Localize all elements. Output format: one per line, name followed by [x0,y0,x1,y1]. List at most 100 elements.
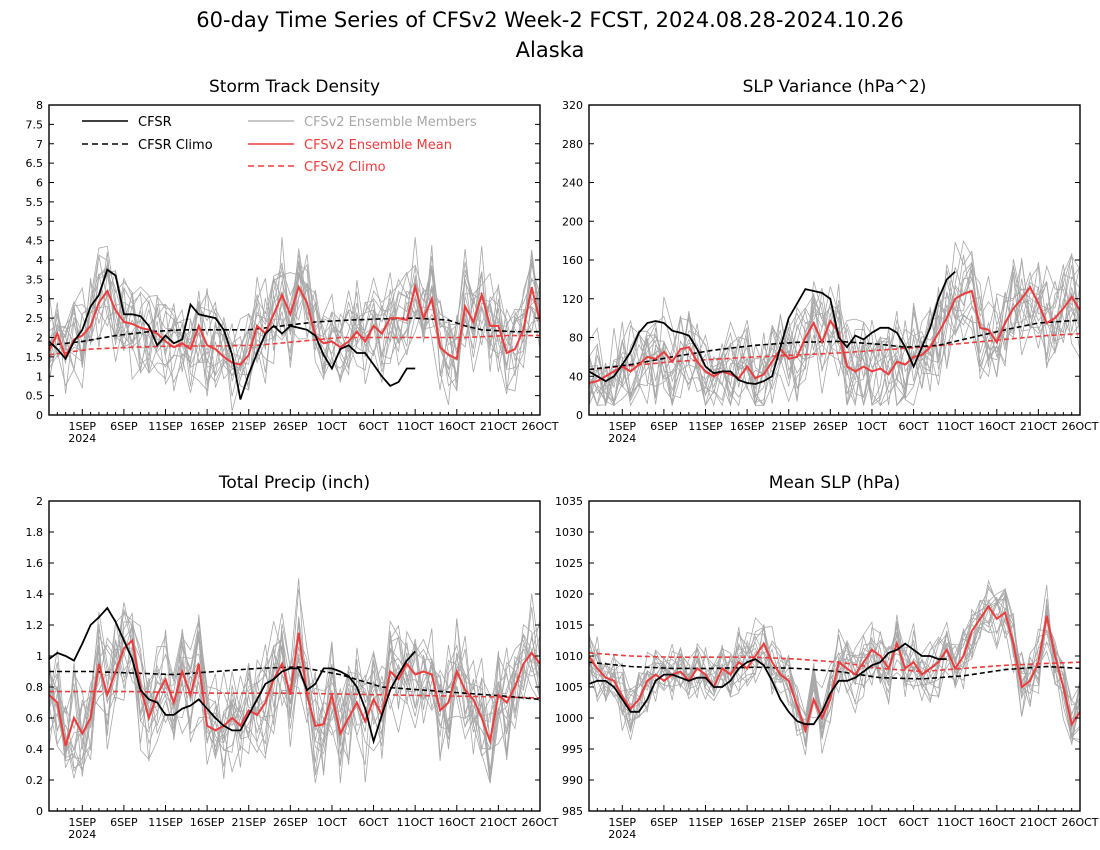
y-tick-label: 7 [36,138,43,151]
y-tick-label: 1 [36,370,43,383]
y-tick-label: 995 [562,743,583,756]
y-tick-label: 1015 [555,619,583,632]
x-tick-label: 1OCT [317,420,347,433]
ensemble-member-line [589,598,1080,747]
x-tick-label: 6OCT [899,420,929,433]
plot-area [49,237,540,412]
x-tick-label: 26OCT [521,420,558,433]
cfsr-line [49,606,416,745]
ensemble-member-line [49,633,540,777]
x-tick-label: 21SEP [231,816,266,829]
ensemble-member-line [49,593,540,757]
y-tick-label: 1.8 [26,526,44,539]
x-tick-label: 11SEP [148,420,183,433]
x-tick-label: 26OCT [1061,420,1098,433]
y-tick-label: 1025 [555,557,583,570]
y-tick-label: 1.4 [26,588,44,601]
y-tick-label: 0.8 [26,681,44,694]
y-tick-label: 5.5 [26,196,44,209]
x-tick-label: 21OCT [480,816,517,829]
cfsv2-climo-line [49,334,540,356]
y-tick-label: 6.5 [26,157,44,170]
x-year-label: 2024 [608,828,636,841]
x-tick-label: 16SEP [190,420,225,433]
ensemble-member-line [589,276,1080,407]
y-tick-label: 280 [562,138,583,151]
x-tick-label: 1OCT [857,816,887,829]
y-tick-label: 1.5 [26,351,44,364]
legend-members-label: CFSv2 Ensemble Members [304,115,477,130]
legend: CFSR CFSR Climo CFSv2 Ensemble Members C… [82,115,477,175]
ensemble-member-line [49,248,540,397]
y-tick-label: 2 [36,332,43,345]
y-tick-label: 3 [36,293,43,306]
x-tick-label: 26OCT [521,816,558,829]
x-tick-label: 16SEP [730,816,765,829]
y-tick-label: 0.2 [26,774,44,787]
y-tick-label: 0 [36,805,43,818]
x-tick-label: 1SEP [68,420,96,433]
ensemble-member-line [589,240,1080,407]
y-tick-label: 8 [36,99,43,112]
x-tick-label: 11OCT [397,816,434,829]
legend-ens-mean-label: CFSv2 Ensemble Mean [304,138,452,153]
y-tick-label: 6 [36,177,43,190]
ensemble-mean-line [589,285,1080,384]
x-tick-label: 11OCT [397,420,434,433]
panel-title: Storm Track Density [209,77,380,97]
panel-title: SLP Variance (hPa^2) [743,77,927,97]
y-tick-label: 320 [562,99,583,112]
x-tick-label: 21OCT [480,420,517,433]
panel-title: Total Precip (inch) [218,473,370,493]
x-tick-label: 16SEP [730,420,765,433]
cfsr-climo-line [589,661,1080,680]
x-tick-label: 1SEP [68,816,96,829]
x-tick-label: 21SEP [771,816,806,829]
ensemble-mean-line [589,604,1080,734]
x-tick-label: 11OCT [937,420,974,433]
ensemble-member-line [589,585,1080,756]
x-tick-label: 1OCT [317,816,347,829]
x-tick-label: 16OCT [438,420,475,433]
cfsr-line [49,268,416,400]
y-tick-label: 40 [569,370,583,383]
ensemble-member-line [49,264,540,406]
x-tick-label: 1SEP [608,420,636,433]
y-tick-label: 4.5 [26,235,44,248]
ensemble-mean-line [49,283,540,366]
y-tick-label: 2.5 [26,312,44,325]
x-tick-label: 11SEP [148,816,183,829]
ensemble-member-line [589,261,1080,407]
x-tick-label: 26SEP [813,816,848,829]
y-tick-label: 7.5 [26,118,44,131]
ensemble-member-line [49,630,540,769]
x-tick-label: 6OCT [359,816,389,829]
y-tick-label: 120 [562,293,583,306]
x-tick-label: 6SEP [110,420,138,433]
y-tick-label: 1020 [555,588,583,601]
y-tick-label: 1.6 [26,557,44,570]
cfsr-climo-line [49,666,540,701]
ensemble-member-line [589,264,1080,407]
y-tick-label: 200 [562,215,583,228]
cfsr-climo-line [589,319,1080,371]
y-tick-label: 5 [36,215,43,228]
y-tick-label: 1010 [555,650,583,663]
y-tick-label: 240 [562,177,583,190]
ensemble-mean-line [49,632,540,747]
y-tick-label: 1035 [555,495,583,508]
y-tick-label: 990 [562,774,583,787]
y-tick-label: 1 [36,650,43,663]
ensemble-member-line [49,612,540,784]
x-tick-label: 21SEP [771,420,806,433]
y-tick-label: 2 [36,495,43,508]
cfsr-line [589,270,956,385]
ensemble-member-line [589,252,1080,407]
x-tick-label: 1SEP [608,816,636,829]
x-tick-label: 6OCT [899,816,929,829]
x-tick-label: 16OCT [438,816,475,829]
y-tick-label: 160 [562,254,583,267]
y-tick-label: 1030 [555,526,583,539]
y-tick-label: 3.5 [26,273,44,286]
